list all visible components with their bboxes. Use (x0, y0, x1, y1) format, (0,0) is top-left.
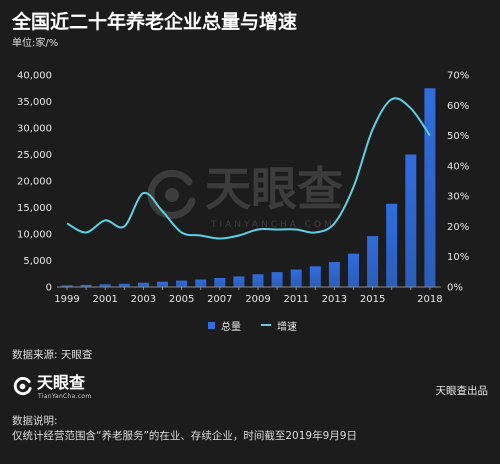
bar-2009 (252, 274, 264, 287)
legend-label-total: 总量 (221, 321, 241, 333)
y-right-tick-label: 0% (447, 283, 463, 294)
x-tick-label: 2011 (283, 294, 308, 305)
x-tick-label: 2018 (417, 294, 442, 305)
bar-2001 (99, 284, 111, 287)
logo-domain: TianYanCha.com (38, 393, 92, 400)
data-note-title: 数据说明: (12, 415, 58, 427)
bar-2015 (367, 236, 379, 287)
combo-chart: 0 5,000 10,000 15,000 20,000 25,000 30,000 35,0… (17, 71, 469, 306)
y-right-tick-label: 60% (447, 101, 469, 112)
bar-2013 (328, 262, 340, 287)
y-right-tick-label: 50% (447, 131, 469, 142)
legend-swatch-bar (208, 321, 215, 329)
x-tick-label: 2001 (92, 294, 117, 305)
bar-2003 (137, 282, 149, 287)
x-tick-label: 2007 (207, 294, 232, 305)
y-left-tick-label: 20,000 (17, 177, 52, 188)
chart-subtitle-unit: 单位:家/% (12, 38, 59, 49)
bar-2017 (405, 154, 417, 287)
bar-2004 (157, 281, 168, 287)
bar-2011 (290, 269, 302, 287)
y-left-tick-label: 35,000 (17, 97, 52, 108)
y-left-tick-label: 5,000 (23, 256, 52, 267)
legend-swatch-line (261, 324, 271, 326)
y-right-tick-label: 30% (447, 192, 469, 203)
series-line-growth-rate (66, 97, 431, 240)
data-note-text: 仅统计经营范围含“养老服务”的在业、存续企业，时间截至2019年9月9日 (12, 430, 357, 442)
tianyancha-logo-icon (13, 376, 32, 396)
bar-2010 (271, 272, 283, 287)
y-left-tick-label: 0 (46, 283, 52, 294)
legend-label-growth: 增速 (277, 321, 297, 333)
y-left-tick-label: 15,000 (17, 203, 52, 214)
producer-credit: 天眼查出品 (435, 385, 489, 397)
x-tick-label: 1999 (54, 294, 79, 305)
bar-1999 (61, 285, 73, 287)
chart-legend: 总量 增速 (208, 318, 317, 333)
bar-2007 (214, 277, 226, 287)
bar-2000 (80, 284, 92, 287)
bar-2014 (348, 253, 359, 287)
y-left-tick-label: 10,000 (17, 230, 52, 241)
bar-2012 (309, 266, 321, 287)
bar-2006 (195, 279, 207, 287)
y-right-tick-label: 40% (447, 161, 469, 172)
x-tick-label: 2003 (131, 294, 156, 305)
bar-2008 (233, 276, 245, 287)
y-left-tick-label: 30,000 (17, 124, 52, 135)
x-tick-label: 2005 (169, 294, 194, 305)
bar-2016 (386, 203, 398, 287)
x-tick-label: 2009 (245, 294, 270, 305)
y-right-tick-label: 10% (447, 252, 469, 263)
y-right-tick-label: 20% (447, 222, 469, 233)
legend-item-growth: 增速 (261, 318, 297, 333)
bar-2018 (424, 88, 436, 287)
chart-title: 全国近二十年养老企业总量与增速 (12, 11, 298, 33)
brand-logo: 天眼查 TianYanCha.com (12, 374, 122, 404)
bar-2005 (176, 280, 188, 287)
legend-item-total: 总量 (208, 318, 241, 333)
y-left-tick-label: 25,000 (17, 150, 52, 161)
data-source: 数据来源: 天眼查 (12, 349, 93, 361)
bar-2002 (118, 283, 130, 287)
logo-brand-name: 天眼查 (37, 373, 86, 392)
y-left-tick-label: 40,000 (17, 71, 52, 82)
x-tick-label: 2015 (360, 294, 385, 305)
y-right-tick-label: 70% (447, 71, 469, 82)
x-tick-label: 2013 (322, 294, 347, 305)
